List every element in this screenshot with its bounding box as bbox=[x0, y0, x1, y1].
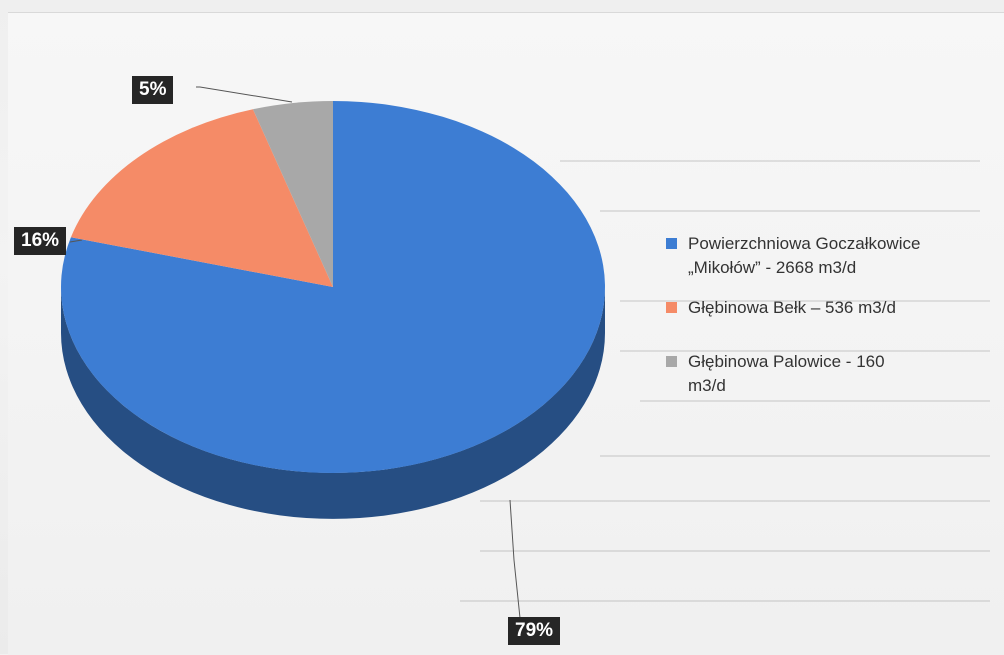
pie-top-face bbox=[60, 101, 605, 473]
legend-label-goczalkowice: Powierzchniowa Goczałkowice „Mikołów” - … bbox=[688, 234, 921, 277]
pie-side-wall-0 bbox=[61, 287, 605, 519]
legend-label-palowice: Głębinowa Palowice - 160 m3/d bbox=[688, 352, 885, 395]
legend-swatch-belk bbox=[666, 302, 677, 313]
legend-item-goczalkowice: Powierzchniowa Goczałkowice „Mikołów” - … bbox=[666, 232, 986, 280]
pie-slice-palowice bbox=[252, 101, 333, 287]
legend-label-belk: Głębinowa Bełk – 536 m3/d bbox=[688, 298, 896, 317]
leader-line-2 bbox=[509, 499, 521, 619]
callout-percent-belk: 16% bbox=[14, 227, 67, 255]
leader-line-1 bbox=[69, 239, 83, 243]
leader-line-0 bbox=[196, 86, 293, 103]
legend-swatch-goczalkowice bbox=[666, 238, 677, 249]
pie-3d-side bbox=[61, 287, 605, 519]
callout-leader-lines bbox=[69, 86, 521, 619]
pie-slice-belk bbox=[70, 109, 334, 288]
legend-swatch-palowice bbox=[666, 356, 677, 367]
callout-percent-palowice: 5% bbox=[132, 76, 174, 104]
legend-item-belk: Głębinowa Bełk – 536 m3/d bbox=[666, 296, 986, 320]
legend-item-palowice: Głębinowa Palowice - 160 m3/d bbox=[666, 350, 986, 398]
chart-legend: Powierzchniowa Goczałkowice „Mikołów” - … bbox=[666, 232, 986, 414]
callout-percent-goczalkowice: 79% bbox=[508, 617, 561, 645]
